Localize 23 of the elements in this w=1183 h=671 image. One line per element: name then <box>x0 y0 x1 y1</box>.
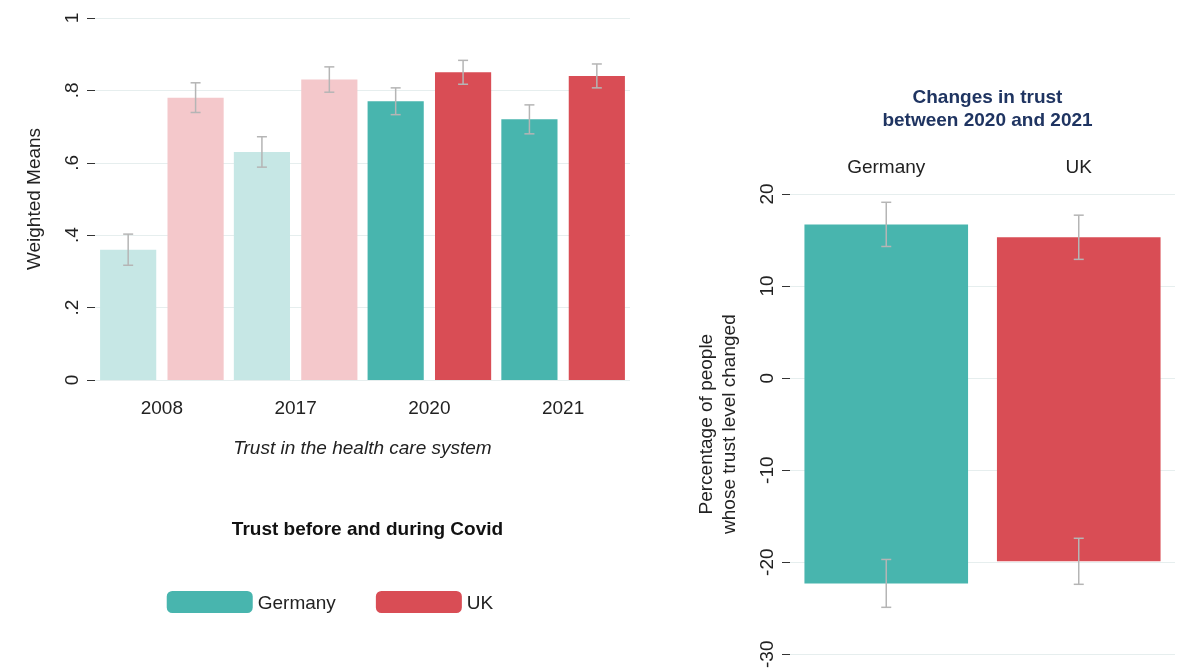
y-tick-label: .8 <box>61 82 82 99</box>
text: Trust before and during Covid <box>231 518 504 539</box>
y-tick-label: 10 <box>756 275 777 297</box>
y-tick-label: -10 <box>756 456 777 484</box>
y-axis-title: Percentage of people whose trust level changed <box>695 314 739 535</box>
y-axis-title: Weighted Means <box>23 127 44 271</box>
legend-label: UK <box>466 591 494 613</box>
x-tick-label: 2017 <box>274 397 317 418</box>
x-axis-title: Trust in the health care system <box>233 437 492 458</box>
y-tick-label: -20 <box>756 548 777 576</box>
y-tick-label: 1 <box>61 12 82 24</box>
y-tick-label: .2 <box>61 299 82 316</box>
y-tick-label: 20 <box>756 183 777 205</box>
x-tick-label: 2021 <box>541 397 585 418</box>
x-tick-label: 2008 <box>140 397 184 418</box>
y-tick-label: 0 <box>756 372 777 384</box>
y-tick-label: -30 <box>756 640 777 668</box>
y-tick-label: .4 <box>61 226 82 244</box>
legend-label: Germany <box>257 591 337 613</box>
chart-title: Changes in trust between 2020 and 2021 <box>882 86 1094 130</box>
y-tick-label: .6 <box>61 154 82 171</box>
y-tick-label: 0 <box>61 374 82 386</box>
x-tick-label: 2020 <box>408 397 451 418</box>
